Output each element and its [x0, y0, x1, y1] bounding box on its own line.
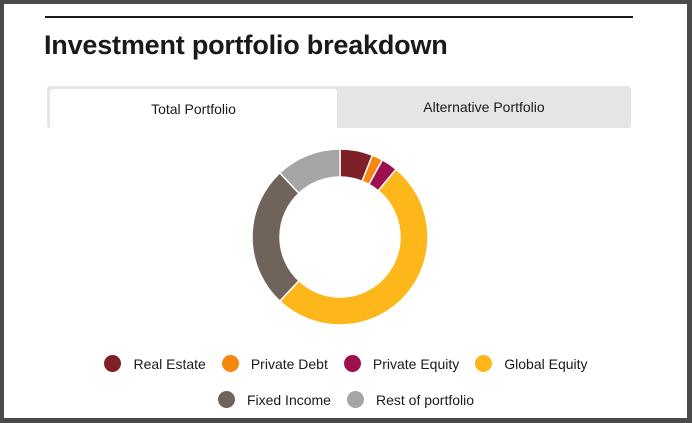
legend-row: Fixed Income Rest of portfolio: [0, 391, 692, 408]
legend-swatch: [475, 355, 493, 372]
donut-slice-fixed-income[interactable]: [251, 171, 300, 303]
legend-label: Private Debt: [250, 355, 328, 372]
legend-swatch: [221, 355, 239, 372]
legend-label: Global Equity: [504, 355, 588, 372]
legend-row: Real Estate Private Debt Private Equity Glo…: [0, 355, 692, 372]
donut-slice-global-equity[interactable]: [278, 168, 429, 326]
legend-swatch: [343, 355, 361, 372]
page-title: Investment portfolio breakdown: [44, 30, 448, 60]
legend-swatch: [346, 391, 364, 408]
legend-swatch: [104, 355, 122, 372]
top-rule: [45, 16, 633, 18]
donut-slice-rest-of-portfolio[interactable]: [278, 148, 341, 195]
legend-item-fixed-income: Fixed Income: [217, 391, 331, 408]
legend-item-private-debt: Private Debt: [221, 355, 328, 372]
donut-chart-container: [0, 140, 692, 340]
legend-item-global-equity: Global Equity: [475, 355, 588, 372]
legend-label: Real Estate: [133, 355, 206, 372]
donut-chart: [251, 148, 429, 326]
legend-swatch: [217, 391, 235, 408]
legend-label: Private Equity: [372, 355, 460, 372]
tab-alternative-portfolio[interactable]: Alternative Portfolio: [423, 99, 545, 115]
tab-bar: Total Portfolio Alternative Portfolio: [47, 86, 631, 128]
legend-item-rest-of-portfolio: Rest of portfolio: [346, 391, 475, 408]
legend-label: Rest of portfolio: [375, 391, 475, 408]
legend-label: Fixed Income: [246, 391, 331, 408]
legend-item-private-equity: Private Equity: [343, 355, 460, 372]
legend-item-real-estate: Real Estate: [104, 355, 206, 372]
tab-total-portfolio[interactable]: Total Portfolio: [50, 89, 337, 128]
